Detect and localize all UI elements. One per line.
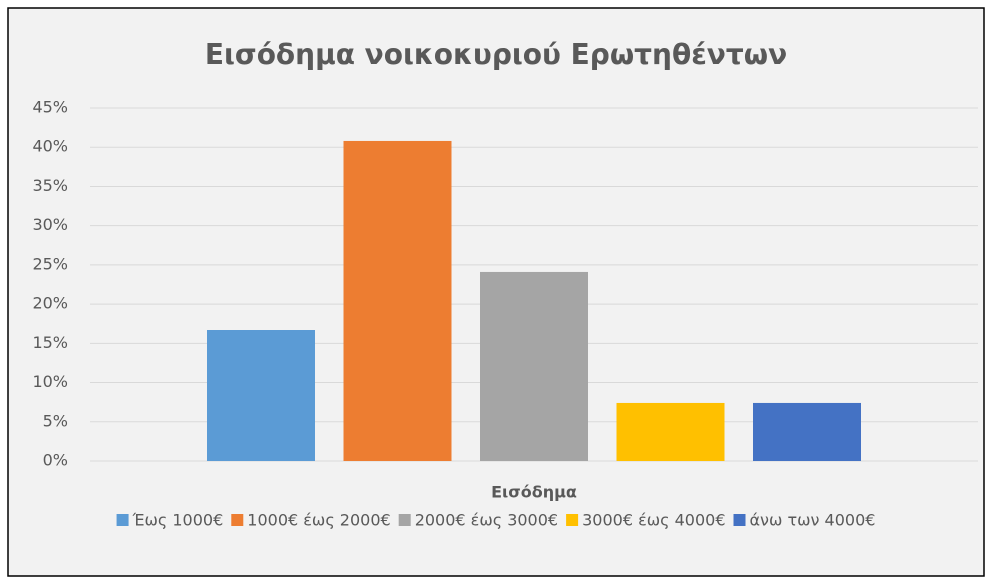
y-tick-label: 30% [32,215,68,234]
legend-label: 3000€ έως 4000€ [582,511,725,530]
bar [753,402,861,461]
x-axis-label: Εισόδημα [491,483,577,502]
legend-label: 1000€ έως 2000€ [247,511,390,530]
y-tick-label: 40% [32,137,68,156]
legend-label: άνω των 4000€ [750,511,876,530]
bar [343,140,452,462]
y-tick-label: 25% [32,254,68,273]
legend-swatch [398,514,411,526]
bar [207,329,315,461]
y-tick-label: 15% [32,333,68,352]
y-tick-label: 35% [32,176,68,195]
y-tick-label: 45% [32,98,68,117]
legend-label: 2000€ έως 3000€ [415,511,558,530]
y-tick-label: 0% [43,451,68,470]
legend-swatch [566,514,579,526]
bar [480,271,588,461]
bar [616,402,725,461]
legend-swatch [231,514,244,526]
legend-label: Έως 1000€ [132,511,224,530]
legend-swatch [733,514,746,526]
y-tick-label: 10% [32,372,68,391]
y-tick-label: 5% [43,411,68,430]
legend-swatch [116,514,129,526]
y-tick-label: 20% [32,294,68,313]
chart-title: Εισόδημα νοικοκυριού Ερωτηθέντων [205,38,787,71]
